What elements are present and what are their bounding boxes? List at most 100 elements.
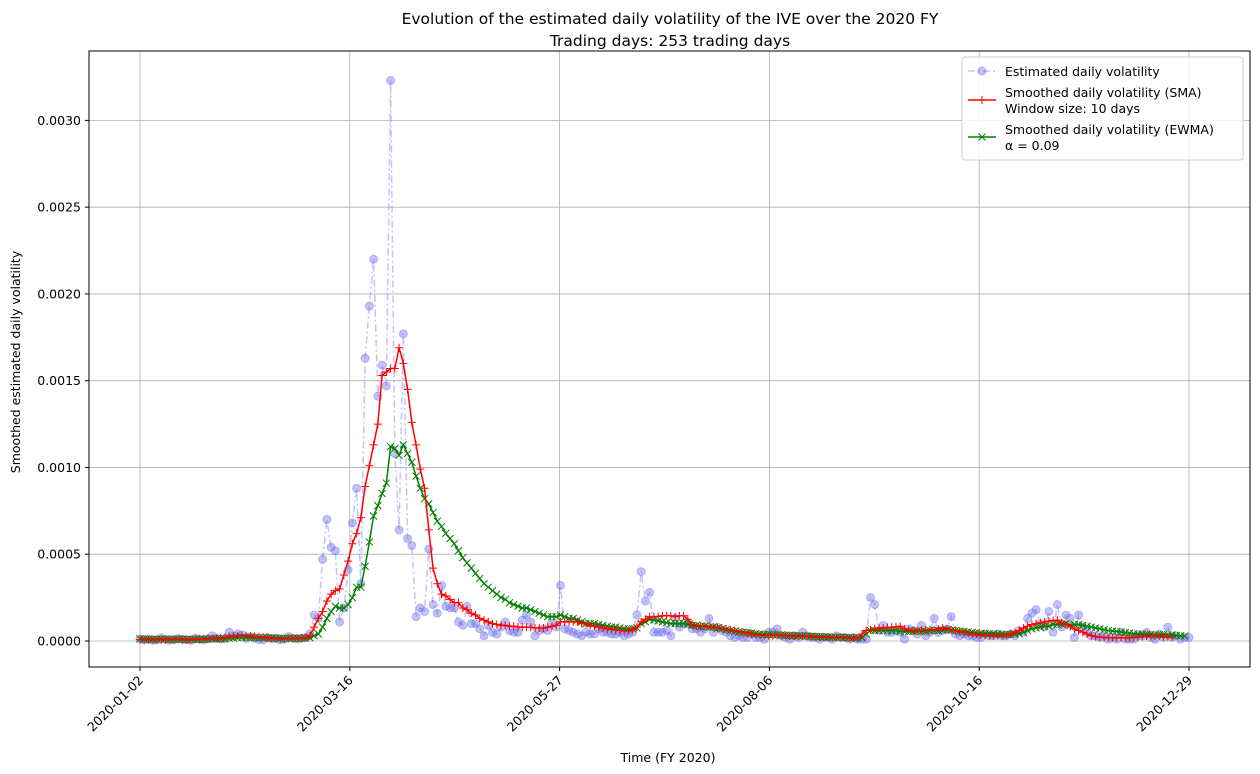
raw-point: [381, 381, 391, 391]
raw-point: [364, 301, 374, 311]
sma-point: [1040, 617, 1049, 626]
sma-point: [947, 625, 956, 634]
sma-point: [942, 624, 951, 633]
sma-point: [382, 368, 391, 377]
ewma-point: [531, 607, 539, 616]
sma-point: [547, 622, 556, 631]
y-axis-ticks: 0.0000 0.0005 0.0010 0.0015 0.0020 0.0025 0.00…: [37, 113, 89, 648]
ewma-point: [382, 479, 391, 487]
raw-point: [407, 541, 417, 551]
raw-point: [432, 608, 442, 618]
legend-ewma-alpha: α = 0.09: [1005, 138, 1060, 153]
raw-point: [649, 627, 659, 637]
ewma-point: [441, 529, 450, 538]
ewma-point: [416, 484, 425, 493]
sma-point: [972, 630, 981, 639]
y-tick-label: 0.0005: [37, 547, 81, 562]
x-tick-label: 2020-03-16: [294, 672, 356, 734]
ewma-point: [454, 546, 463, 555]
raw-point: [330, 546, 340, 556]
sma-point: [1027, 620, 1036, 629]
ewma-point: [560, 612, 569, 621]
ewma-point: [344, 600, 352, 609]
sma-point: [1134, 633, 1143, 642]
sma-point: [688, 620, 697, 629]
raw-point: [865, 593, 875, 603]
raw-point: [1074, 610, 1084, 620]
sma-point: [458, 604, 467, 613]
legend-raw-label: Estimated daily volatility: [1005, 64, 1160, 79]
series-sma: [136, 343, 1177, 644]
raw-point: [398, 329, 408, 339]
sma-point: [717, 623, 726, 632]
raw-point: [420, 606, 430, 616]
ewma-point: [539, 611, 548, 619]
sma-point: [1061, 620, 1070, 629]
sma-point: [891, 622, 900, 631]
sma-point: [412, 440, 421, 449]
raw-point: [322, 515, 332, 525]
sma-point: [679, 611, 688, 620]
raw-point: [1061, 610, 1071, 620]
sma-point: [611, 625, 620, 634]
raw-point: [1031, 605, 1041, 615]
ewma-point: [492, 590, 501, 598]
sma-point: [938, 623, 947, 632]
sma-point: [637, 617, 646, 626]
sma-point: [964, 629, 973, 638]
ewma-point: [471, 569, 480, 578]
raw-point: [861, 634, 871, 644]
sma-point: [463, 605, 472, 614]
raw-point: [386, 75, 396, 85]
ewma-point: [497, 593, 505, 602]
ewma-point: [429, 508, 437, 517]
y-tick-label: 0.0000: [37, 633, 81, 648]
sma-point: [331, 586, 340, 595]
plot-frame: [88, 50, 1251, 668]
sma-point: [726, 625, 735, 634]
x-tick-label: 2020-12-29: [1133, 672, 1195, 734]
ewma-point: [1036, 623, 1045, 632]
sma-point: [467, 609, 476, 618]
sma-point: [747, 630, 756, 639]
sma-point: [590, 622, 599, 631]
sma-point: [1091, 632, 1100, 641]
sma-point: [378, 371, 387, 380]
sma-point: [1053, 616, 1062, 625]
sma-point: [322, 597, 331, 606]
raw-point: [704, 613, 714, 623]
x-tick-label: 2020-05-27: [504, 673, 566, 735]
sma-point: [722, 624, 731, 633]
sma-point: [441, 591, 450, 600]
chart-subtitle: Trading days: 253 trading days: [549, 32, 790, 50]
ewma-point: [399, 441, 408, 449]
raw-point: [946, 612, 956, 622]
sma-point: [501, 621, 510, 630]
raw-point: [479, 631, 489, 641]
sma-point: [573, 617, 582, 626]
raw-point: [415, 603, 425, 613]
sma-point: [1023, 622, 1032, 631]
sma-point: [492, 620, 501, 629]
sma-point: [416, 465, 425, 474]
raw-point: [1065, 613, 1075, 623]
sma-point: [552, 621, 561, 630]
ewma-point: [323, 614, 331, 623]
sma-point: [598, 623, 607, 632]
ewma-line: [139, 443, 1185, 641]
sma-point: [437, 590, 446, 599]
sma-point: [348, 539, 357, 548]
raw-point: [1048, 627, 1058, 637]
raw-point: [326, 542, 336, 552]
sma-point: [743, 629, 752, 638]
raw-point: [318, 554, 328, 564]
ewma-point: [1180, 632, 1189, 640]
raw-point: [441, 601, 451, 611]
ewma-point: [484, 583, 493, 592]
sma-point: [318, 607, 327, 616]
raw-point: [645, 587, 655, 597]
raw-point: [1184, 633, 1194, 643]
sma-point: [1036, 618, 1045, 627]
y-axis-label: Smoothed estimated daily volatility: [8, 250, 23, 473]
sma-point: [671, 612, 680, 621]
